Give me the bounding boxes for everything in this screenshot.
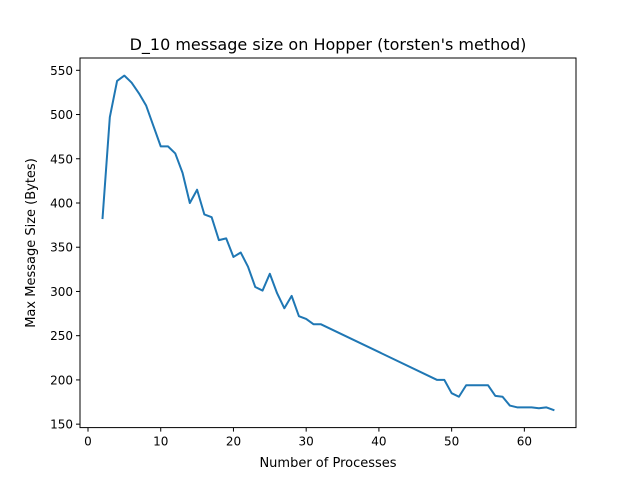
y-tick-label: 400 (50, 196, 73, 210)
x-tick-label: 20 (226, 435, 241, 449)
y-tick-label: 450 (50, 152, 73, 166)
x-tick-label: 40 (371, 435, 386, 449)
y-tick-label: 250 (50, 329, 73, 343)
y-axis: 150 200 250 300 350 400 450 500 550 (50, 64, 80, 432)
x-axis-label: Number of Processes (259, 456, 396, 471)
x-tick-label: 10 (153, 435, 168, 449)
x-tick-label: 30 (299, 435, 314, 449)
y-tick-label: 300 (50, 285, 73, 299)
x-tick-label: 50 (444, 435, 459, 449)
series-line-0 (101, 74, 555, 412)
y-tick-label: 150 (50, 418, 73, 432)
plot-area (101, 74, 555, 412)
x-tick-label: 60 (517, 435, 532, 449)
y-axis-label: Max Message Size (Bytes) (24, 158, 39, 328)
y-tick-label: 500 (50, 108, 73, 122)
x-tick-label: 0 (84, 435, 92, 449)
x-axis: 0 10 20 30 40 50 60 (84, 427, 532, 449)
chart-title: D_10 message size on Hopper (torsten's m… (130, 35, 527, 55)
plot-frame (79, 57, 577, 429)
y-tick-label: 550 (50, 64, 73, 78)
y-tick-label: 350 (50, 241, 73, 255)
y-tick-label: 200 (50, 373, 73, 387)
